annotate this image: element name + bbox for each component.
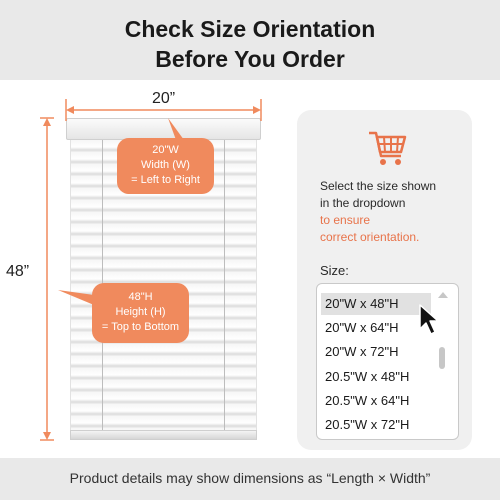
height-callout: 48"H Height (H) = Top to Bottom [92,283,189,343]
size-option[interactable]: 20"W x 48"H [321,293,431,315]
width-callout-line-3: = Left to Right [131,174,200,186]
height-callout-line-3: = Top to Bottom [101,321,180,333]
instruction-text: Select the size shown in the dropdown to… [320,178,470,246]
footer-note: Product details may show dimensions as “… [69,470,431,486]
size-option[interactable]: 20"W x 72"H [325,344,399,359]
footer-band: Product details may show dimensions as “… [0,458,500,500]
page-title: Check Size Orientation Before You Order [0,14,500,74]
scroll-thumb[interactable] [439,347,445,369]
height-dimension-label: 48” [6,263,30,280]
title-line-1: Check Size Orientation [124,16,376,42]
dropdown-scrollbar[interactable] [436,290,450,438]
size-label: Size: [320,263,349,278]
title-line-2: Before You Order [155,46,345,72]
width-callout-line-2: Width (W) [141,159,190,171]
height-callout-line-2: Height (H) [115,306,166,318]
blind-valance [66,118,261,140]
size-option[interactable]: 20.5"W x 64"H [325,393,410,408]
height-callout-line-1: 48"H [128,291,153,303]
shopping-cart-icon [369,131,407,165]
scroll-up-arrow-icon[interactable] [436,290,450,300]
blind-bottom-rail [70,430,257,440]
size-option[interactable]: 20.5"W x 48"H [325,369,410,384]
blind-cord-right [224,140,225,430]
mouse-cursor-icon [419,304,439,335]
width-callout-line-1: 20"W [152,144,179,156]
header-band: Check Size Orientation Before You Order [0,0,500,80]
size-dropdown[interactable]: 20"W x 48"H 20"W x 64"H 20"W x 72"H 20.5… [316,283,459,440]
width-dimension-label: 20” [152,90,176,107]
size-option[interactable]: 20.5"W x 72"H [325,417,410,432]
instruction-accent-2: correct orientation. [320,230,420,244]
width-callout: 20"W Width (W) = Left to Right [117,138,214,194]
size-option[interactable]: 20"W x 64"H [325,320,399,335]
instruction-line-1: Select the size shown [320,179,437,193]
instruction-line-2: in the dropdown [320,196,406,210]
instruction-accent-1: to ensure [320,213,371,227]
